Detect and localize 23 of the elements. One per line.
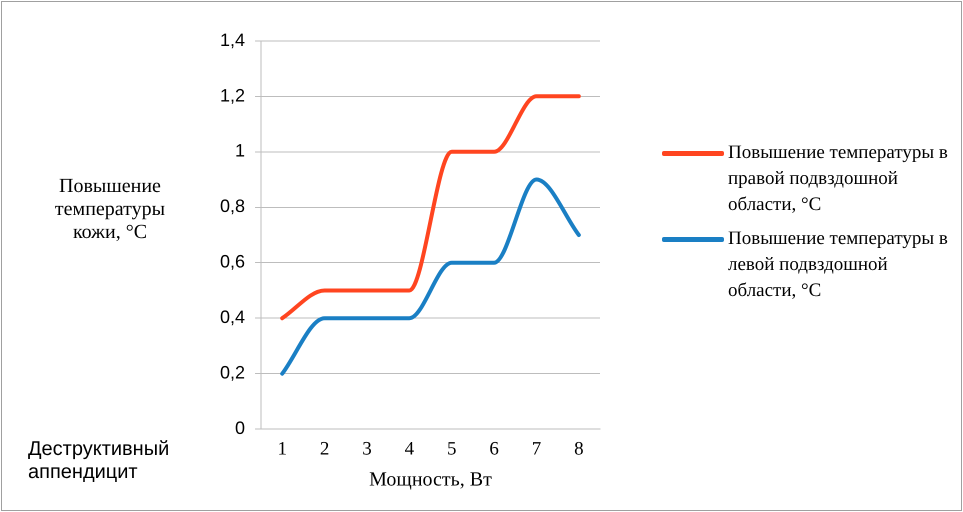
y-axis-title: Повышение температуры кожи, °C	[54, 175, 166, 244]
y-tick-label: 1	[235, 140, 246, 161]
legend-label: Повышение температуры в правой подвздошной области, °C	[728, 141, 949, 217]
y-tick-label: 1,2	[220, 85, 246, 106]
y-tick-label: 0,8	[220, 196, 246, 216]
x-tick-label: 4	[404, 438, 415, 460]
x-tick-label: 5	[446, 438, 456, 460]
y-tick-label: 0,4	[220, 307, 246, 328]
line-series	[280, 94, 581, 320]
x-tick-label: 6	[489, 438, 499, 460]
y-tick-label: 1,4	[220, 30, 246, 50]
y-tick-label: 0,2	[220, 362, 246, 383]
line-series	[280, 178, 581, 376]
text: Деструктивный аппендицит	[28, 438, 170, 484]
x-axis-title: Мощность, Вт	[369, 468, 492, 490]
x-tick-label: 8	[574, 438, 584, 460]
x-tick-label: 3	[362, 438, 372, 460]
y-tick-label: 0	[235, 418, 246, 438]
y-tick-label: 0,6	[220, 252, 246, 272]
x-tick-label: 1	[277, 438, 287, 460]
x-tick-label: 2	[320, 438, 330, 460]
legend-label: Повышение температуры в левой подвздошной области, °C	[728, 227, 949, 303]
x-tick-label: 7	[532, 438, 542, 460]
